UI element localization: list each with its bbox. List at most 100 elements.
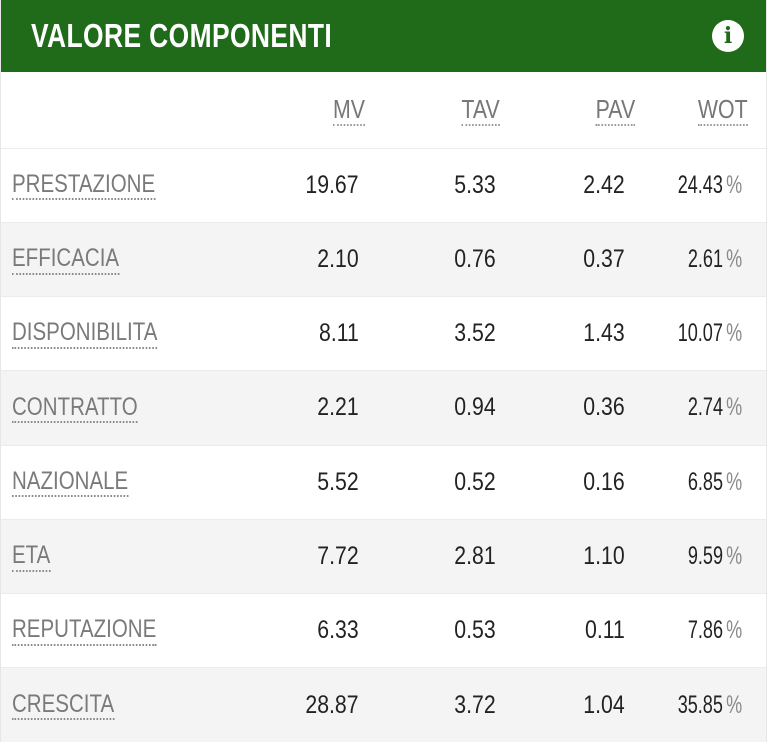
table-row: DISPONIBILITA 8.11 3.52 1.43 10.07% (1, 296, 766, 371)
row-label-cell: DISPONIBILITA (1, 297, 257, 371)
pav-value: 0.36 (583, 393, 625, 422)
wot-value: 24.43 (677, 170, 724, 199)
mv-cell: 19.67 (257, 148, 365, 222)
tav-cell: 3.72 (365, 668, 500, 742)
wot-value-group: 9.59% (682, 542, 742, 571)
mv-value: 7.72 (317, 541, 359, 570)
row-label[interactable]: ETA (12, 542, 51, 572)
wot-cell: 7.86% (635, 594, 766, 668)
table-row: CRESCITA 28.87 3.72 1.04 35.85% (1, 667, 766, 742)
mv-value: 2.10 (317, 244, 359, 273)
tav-value: 2.81 (454, 541, 496, 570)
row-label[interactable]: CRESCITA (12, 690, 115, 721)
column-header-mv-label[interactable]: MV (332, 93, 365, 126)
mv-cell: 7.72 (257, 519, 365, 593)
row-label[interactable]: DISPONIBILITA (12, 319, 158, 349)
tav-cell: 2.81 (365, 519, 500, 593)
wot-value-group: 10.07% (670, 319, 742, 348)
tav-cell: 0.76 (365, 222, 500, 296)
mv-cell: 5.52 (257, 445, 365, 519)
wot-value: 2.61 (687, 244, 724, 273)
row-label-cell: EFFICACIA (1, 222, 257, 296)
mv-value: 19.67 (305, 170, 359, 199)
row-label-cell: REPUTAZIONE (1, 594, 257, 668)
tav-cell: 5.33 (365, 148, 500, 222)
row-label[interactable]: NAZIONALE (12, 467, 129, 498)
tav-value: 3.52 (454, 319, 496, 348)
row-label-cell: CONTRATTO (1, 371, 257, 445)
mv-value: 2.21 (317, 393, 359, 422)
wot-value: 6.85 (687, 467, 724, 496)
wot-cell: 6.85% (635, 445, 766, 519)
wot-value: 9.59 (687, 541, 724, 570)
pav-cell: 2.42 (500, 148, 635, 222)
tav-cell: 0.52 (365, 445, 500, 519)
tav-cell: 3.52 (365, 297, 500, 371)
info-icon[interactable]: i (712, 20, 744, 52)
table-row: ETA 7.72 2.81 1.10 9.59% (1, 519, 766, 594)
row-label-cell: PRESTAZIONE (1, 148, 257, 222)
wot-cell: 10.07% (635, 297, 766, 371)
column-header-pav[interactable]: PAV (500, 72, 635, 148)
tav-value: 5.33 (454, 170, 496, 199)
row-label[interactable]: EFFICACIA (12, 245, 120, 275)
mv-value: 5.52 (317, 467, 359, 496)
percent-sign: % (725, 393, 742, 422)
wot-value: 2.74 (687, 393, 724, 422)
pav-cell: 0.11 (500, 594, 635, 668)
column-header-tav-label[interactable]: TAV (461, 93, 500, 126)
row-label[interactable]: REPUTAZIONE (12, 616, 157, 646)
pav-cell: 0.16 (500, 445, 635, 519)
pav-cell: 1.04 (500, 668, 635, 742)
pav-cell: 1.43 (500, 297, 635, 371)
pav-value: 0.16 (583, 467, 625, 496)
percent-sign: % (725, 244, 742, 273)
mv-cell: 6.33 (257, 594, 365, 668)
wot-value: 35.85 (677, 690, 724, 719)
wot-value-group: 35.85% (670, 691, 742, 720)
row-label[interactable]: CONTRATTO (12, 393, 138, 424)
row-label-cell: CRESCITA (1, 668, 257, 742)
row-label-cell: NAZIONALE (1, 445, 257, 519)
column-header-pav-label[interactable]: PAV (595, 93, 635, 126)
pav-cell: 0.37 (500, 222, 635, 296)
row-label[interactable]: PRESTAZIONE (12, 170, 156, 201)
mv-value: 6.33 (317, 616, 359, 645)
mv-cell: 2.10 (257, 222, 365, 296)
wot-value: 10.07 (677, 319, 724, 348)
percent-sign: % (725, 170, 742, 199)
pav-cell: 0.36 (500, 371, 635, 445)
panel-header: VALORE COMPONENTI i (1, 0, 766, 72)
tav-value: 3.72 (454, 690, 496, 719)
table-header-row: MV TAV PAV WOT (1, 72, 766, 148)
percent-sign: % (725, 616, 742, 645)
table-row: REPUTAZIONE 6.33 0.53 0.11 7.86% (1, 593, 766, 668)
wot-cell: 2.61% (635, 222, 766, 296)
column-header-wot[interactable]: WOT (635, 72, 766, 148)
wot-value-group: 6.85% (682, 468, 742, 497)
column-header-wot-label[interactable]: WOT (698, 93, 748, 126)
wot-value-group: 2.74% (682, 393, 742, 422)
table-row: NAZIONALE 5.52 0.52 0.16 6.85% (1, 445, 766, 519)
tav-value: 0.53 (454, 616, 496, 645)
column-header-mv[interactable]: MV (257, 72, 365, 148)
mv-value: 28.87 (305, 690, 359, 719)
percent-sign: % (725, 467, 742, 496)
pav-value: 0.37 (583, 244, 625, 273)
wot-value-group: 2.61% (682, 245, 742, 274)
table-row: PRESTAZIONE 19.67 5.33 2.42 24.43% (1, 148, 766, 222)
pav-value: 2.42 (583, 170, 625, 199)
mv-cell: 2.21 (257, 371, 365, 445)
pav-value: 1.10 (583, 541, 625, 570)
wot-cell: 35.85% (635, 668, 766, 742)
table-row: EFFICACIA 2.10 0.76 0.37 2.61% (1, 222, 766, 297)
percent-sign: % (725, 690, 742, 719)
column-header-tav[interactable]: TAV (365, 72, 500, 148)
percent-sign: % (725, 541, 742, 570)
table-row: CONTRATTO 2.21 0.94 0.36 2.74% (1, 370, 766, 445)
tav-value: 0.52 (454, 467, 496, 496)
tav-cell: 0.94 (365, 371, 500, 445)
panel-title: VALORE COMPONENTI (31, 17, 333, 54)
tav-value: 0.94 (454, 393, 496, 422)
